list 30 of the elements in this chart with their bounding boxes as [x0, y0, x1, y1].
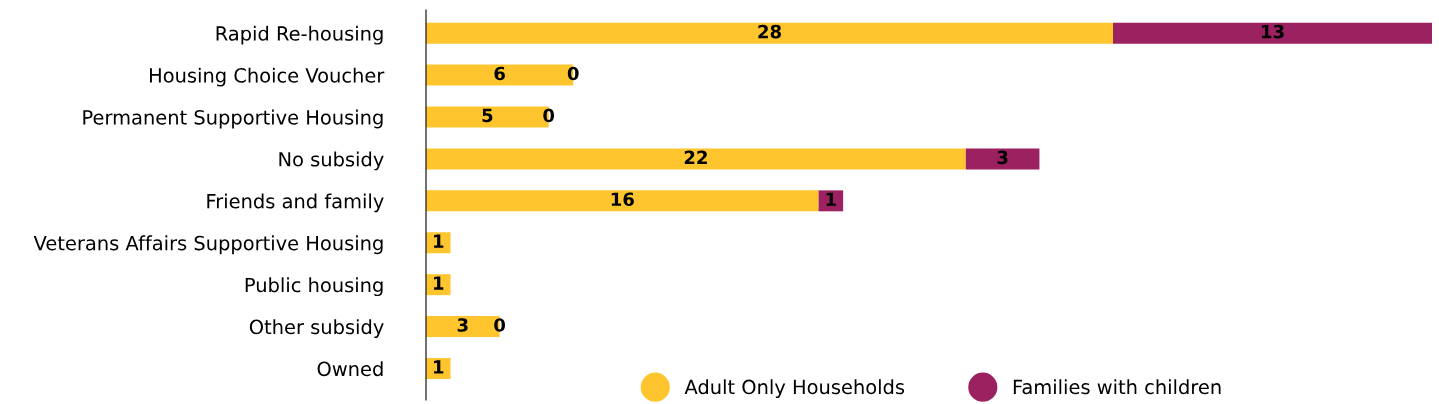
data-label: 28 — [758, 24, 781, 39]
data-label: 1 — [826, 192, 836, 206]
data-label: 16 — [611, 192, 634, 207]
y-tick-label: Friends and family — [207, 193, 384, 213]
y-tick-label: Owned — [317, 361, 383, 377]
bar — [426, 148, 966, 170]
data-label: 0 — [567, 66, 579, 81]
bar — [965, 148, 1040, 170]
y-tick-label: Rapid Re-housing — [216, 25, 383, 45]
data-label: 5 — [482, 108, 493, 123]
data-label: 13 — [1261, 24, 1284, 39]
y-tick-label: Public housing — [245, 277, 383, 297]
data-label: 1 — [434, 234, 444, 248]
bar — [426, 190, 819, 212]
data-label: 0 — [494, 318, 506, 332]
bar — [426, 22, 1114, 44]
data-label: 3 — [997, 150, 1008, 165]
bar — [1113, 22, 1432, 44]
y-tick-label: No subsidy — [279, 151, 384, 171]
data-label: 22 — [684, 150, 707, 164]
y-tick-label: Permanent Supportive Housing — [83, 109, 383, 129]
data-label: 3 — [457, 318, 468, 332]
data-label: 1 — [434, 360, 444, 374]
data-label: 6 — [494, 66, 505, 81]
data-label: 1 — [434, 276, 444, 290]
y-tick-label: Veterans Affairs Supportive Housing — [33, 235, 383, 255]
legend-label: Adult Only Households — [684, 379, 905, 399]
y-tick-label: Housing Choice Voucher — [150, 67, 385, 87]
y-tick-label: Other subsidy — [249, 319, 384, 339]
legend-label: Families with children — [1013, 379, 1221, 395]
